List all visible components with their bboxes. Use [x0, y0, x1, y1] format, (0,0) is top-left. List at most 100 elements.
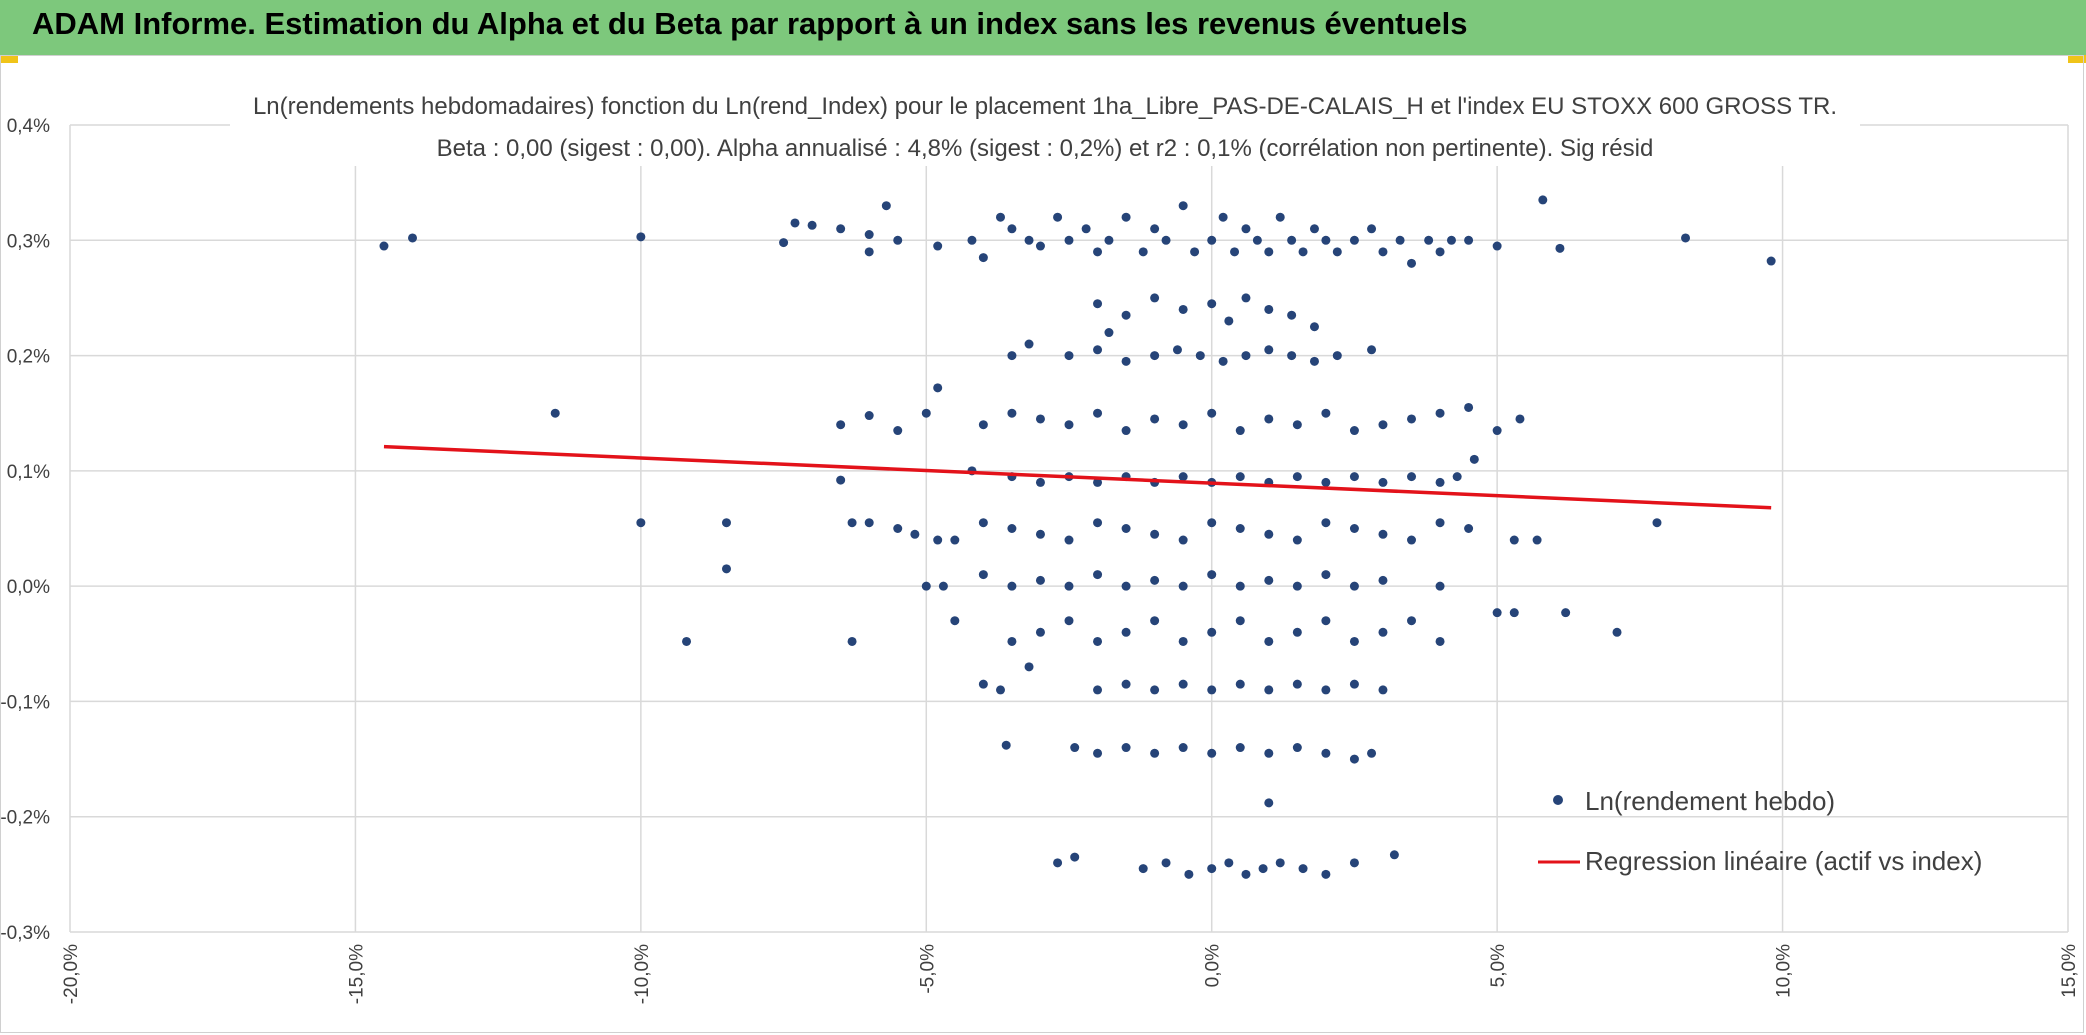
data-point	[1367, 748, 1377, 758]
data-point	[1150, 529, 1160, 539]
data-point	[1309, 224, 1319, 234]
data-point	[1258, 864, 1268, 874]
data-point	[1407, 616, 1417, 626]
data-point	[1235, 679, 1245, 689]
data-point	[1235, 616, 1245, 626]
data-point	[978, 518, 988, 528]
data-point	[1207, 408, 1217, 418]
data-point	[1207, 518, 1217, 528]
data-point	[1332, 247, 1342, 257]
data-point	[1235, 472, 1245, 482]
data-point	[1492, 426, 1502, 436]
data-point	[864, 411, 874, 421]
data-point	[1121, 426, 1131, 436]
data-point	[1035, 529, 1045, 539]
data-point	[1104, 328, 1114, 338]
y-tick-label: -0,1%	[0, 692, 50, 713]
data-point	[995, 685, 1005, 695]
data-point	[1093, 247, 1103, 257]
data-point	[1093, 299, 1103, 309]
data-point	[1349, 235, 1359, 245]
data-point	[807, 220, 817, 230]
data-point	[1093, 685, 1103, 695]
data-point	[1070, 852, 1080, 862]
data-point	[1138, 247, 1148, 257]
data-point	[1161, 235, 1171, 245]
data-point	[847, 636, 857, 646]
data-point	[1264, 304, 1274, 314]
data-point	[1264, 529, 1274, 539]
regression-line	[383, 444, 1772, 510]
data-point	[1378, 627, 1388, 637]
data-point	[1218, 356, 1228, 366]
data-point	[1207, 864, 1217, 874]
data-point	[1252, 235, 1262, 245]
data-point	[1435, 518, 1445, 528]
x-tick-label: 10,0%	[1774, 944, 1795, 998]
data-point	[1492, 608, 1502, 618]
data-point	[933, 241, 943, 251]
data-point	[978, 679, 988, 689]
data-point	[1190, 247, 1200, 257]
data-point	[1407, 472, 1417, 482]
x-tick-label: 5,0%	[1488, 944, 1509, 987]
data-point	[1321, 408, 1331, 418]
data-point	[1064, 535, 1074, 545]
data-point	[1195, 351, 1205, 361]
x-axis-ticks: -20,0% -15,0% -10,0% -5,0% 0,0% 5,0% 10,0% 15,0…	[61, 944, 2080, 1004]
data-point	[1178, 472, 1188, 482]
data-point	[836, 475, 846, 485]
data-point	[1509, 608, 1519, 618]
x-tick-label: -20,0%	[61, 944, 82, 1004]
data-point	[1298, 864, 1308, 874]
data-point	[938, 581, 948, 591]
data-point	[1321, 869, 1331, 879]
data-point	[1612, 627, 1622, 637]
data-point	[864, 247, 874, 257]
report-banner: ADAM Informe. Estimation du Alpha et du …	[0, 0, 2086, 55]
data-point	[1349, 472, 1359, 482]
data-point	[636, 518, 646, 528]
data-point	[967, 235, 977, 245]
data-point	[1150, 748, 1160, 758]
data-point	[893, 524, 903, 533]
data-point	[1001, 740, 1011, 750]
data-point	[1367, 224, 1377, 234]
data-point	[1309, 356, 1319, 366]
data-point	[1264, 247, 1274, 257]
data-point	[1435, 247, 1445, 257]
data-point	[1378, 685, 1388, 695]
data-point	[893, 426, 903, 436]
data-point	[1264, 685, 1274, 695]
data-point	[1121, 524, 1131, 533]
data-point	[1264, 575, 1274, 585]
data-point	[1321, 616, 1331, 626]
data-point	[1024, 662, 1034, 672]
data-point	[1766, 256, 1776, 266]
data-point	[1349, 524, 1359, 533]
data-point	[995, 212, 1005, 222]
data-point	[1035, 414, 1045, 424]
data-point	[1349, 679, 1359, 689]
data-point	[1292, 627, 1302, 637]
data-point	[1349, 636, 1359, 646]
data-point	[1264, 345, 1274, 355]
data-point	[1235, 581, 1245, 591]
data-point	[1264, 636, 1274, 646]
data-point	[1035, 241, 1045, 251]
y-tick-label: -0,3%	[0, 923, 50, 944]
data-point	[1024, 339, 1034, 349]
data-point	[1070, 743, 1080, 753]
data-point	[1321, 570, 1331, 580]
data-point	[1064, 420, 1074, 430]
data-point	[1652, 518, 1662, 528]
data-point	[1207, 570, 1217, 580]
data-point	[933, 535, 943, 545]
x-tick-label: -10,0%	[632, 944, 653, 1004]
data-point	[864, 230, 874, 240]
data-point	[1150, 224, 1160, 234]
data-point	[1178, 201, 1188, 211]
x-tick-label: -15,0%	[346, 944, 367, 1004]
data-point	[1121, 212, 1131, 222]
